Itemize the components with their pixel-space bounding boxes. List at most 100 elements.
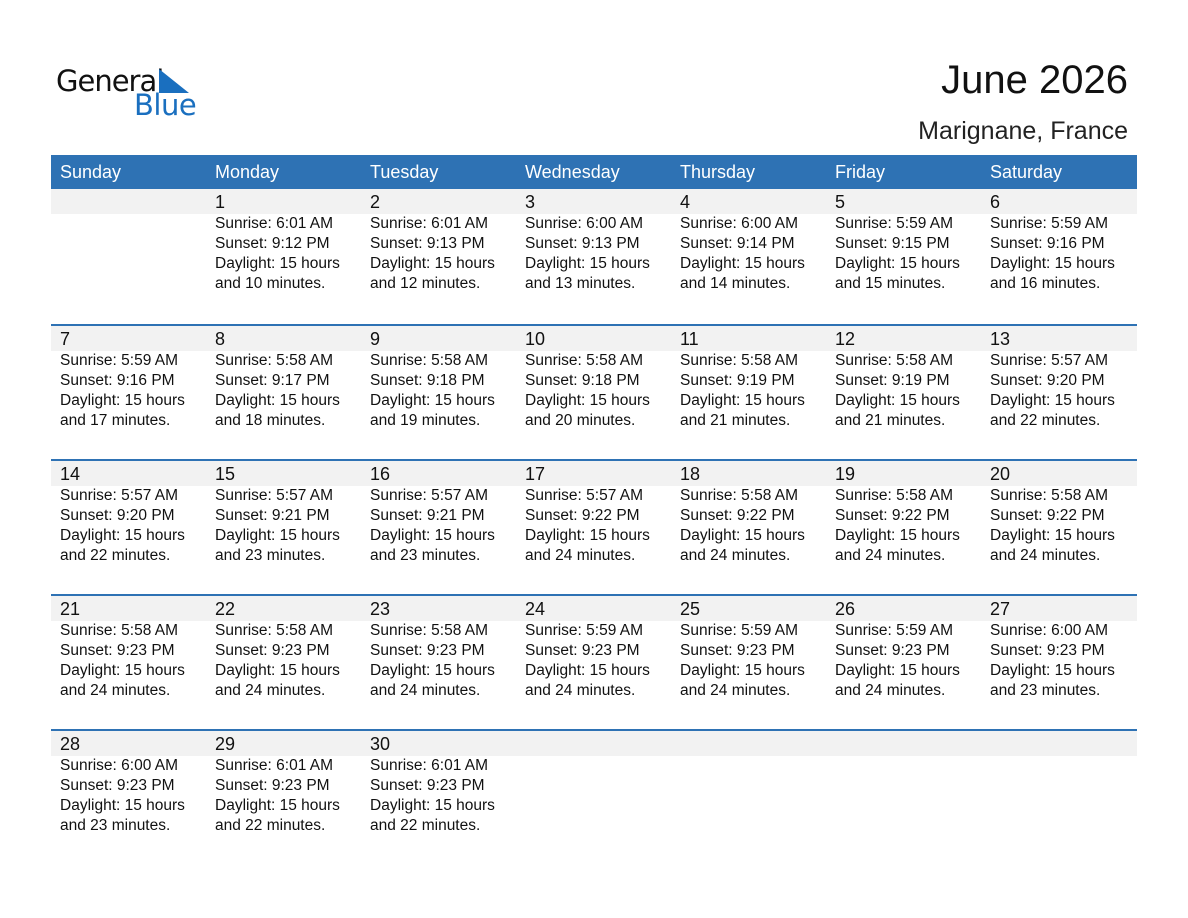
daylight-text: Daylight: 15 hours [835,392,960,409]
day-cell: 3 Sunrise: 6:00 AM Sunset: 9:13 PM Daylight… [516,189,671,294]
minutes-text: and 21 minutes. [680,412,791,429]
empty-cell [981,731,1136,836]
day-number: 2 [370,192,381,212]
sunrise-text: Sunrise: 5:58 AM [680,352,799,369]
day-cell: 12 Sunrise: 5:58 AM Sunset: 9:19 PM Dayligh… [826,326,981,431]
weekday-tuesday: Tuesday [370,162,439,182]
sunset-text: Sunset: 9:14 PM [680,235,795,252]
sunrise-text: Sunrise: 6:00 AM [990,622,1109,639]
minutes-text: and 10 minutes. [215,275,326,292]
sunrise-text: Sunrise: 5:58 AM [215,352,334,369]
daylight-text: Daylight: 15 hours [60,392,185,409]
sunrise-text: Sunrise: 5:59 AM [525,622,644,639]
daylight-text: Daylight: 15 hours [370,392,495,409]
minutes-text: and 14 minutes. [680,275,791,292]
sunrise-text: Sunrise: 5:59 AM [835,622,954,639]
sunrise-text: Sunrise: 5:58 AM [990,487,1109,504]
sunrise-text: Sunrise: 6:01 AM [370,215,489,232]
day-cell: 5 Sunrise: 5:59 AM Sunset: 9:15 PM Daylight… [826,189,981,294]
day-number: 18 [680,464,701,484]
sunset-text: Sunset: 9:22 PM [525,507,640,524]
sunset-text: Sunset: 9:23 PM [835,642,950,659]
minutes-text: and 16 minutes. [990,275,1101,292]
daylight-text: Daylight: 15 hours [215,255,340,272]
sunset-text: Sunset: 9:23 PM [215,642,330,659]
sunrise-text: Sunrise: 5:57 AM [525,487,644,504]
minutes-text: and 20 minutes. [525,412,636,429]
daylight-text: Daylight: 15 hours [60,527,185,544]
sunset-text: Sunset: 9:23 PM [525,642,640,659]
day-number: 7 [60,329,71,349]
daylight-text: Daylight: 15 hours [525,662,650,679]
day-number: 23 [370,599,391,619]
day-number: 25 [680,599,701,619]
sunrise-text: Sunrise: 5:59 AM [990,215,1109,232]
sunrise-text: Sunrise: 6:00 AM [60,757,179,774]
minutes-text: and 24 minutes. [835,682,946,699]
sunset-text: Sunset: 9:15 PM [835,235,950,252]
day-cell: 4 Sunrise: 6:00 AM Sunset: 9:14 PM Daylight… [671,189,826,294]
day-number: 29 [215,734,236,754]
day-number: 16 [370,464,391,484]
day-number: 28 [60,734,81,754]
minutes-text: and 24 minutes. [680,547,791,564]
daylight-text: Daylight: 15 hours [215,797,340,814]
sunset-text: Sunset: 9:19 PM [835,372,950,389]
day-cell: 18 Sunrise: 5:58 AM Sunset: 9:22 PM Dayligh… [671,461,826,566]
sunrise-text: Sunrise: 6:00 AM [680,215,799,232]
week-cells: 7 Sunrise: 5:59 AM Sunset: 9:16 PM Daylight… [51,326,1137,431]
day-cell: 26 Sunrise: 5:59 AM Sunset: 9:23 PM Dayligh… [826,596,981,701]
sunset-text: Sunset: 9:21 PM [215,507,330,524]
day-cell: 16 Sunrise: 5:57 AM Sunset: 9:21 PM Dayligh… [361,461,516,566]
minutes-text: and 23 minutes. [990,682,1101,699]
minutes-text: and 24 minutes. [990,547,1101,564]
day-number: 19 [835,464,856,484]
location-subtitle: Marignane, France [918,117,1128,145]
day-number: 9 [370,329,381,349]
weeks: 1 Sunrise: 6:01 AM Sunset: 9:12 PM Daylight… [51,189,1137,864]
day-cell: 29 Sunrise: 6:01 AM Sunset: 9:23 PM Dayligh… [206,731,361,836]
logo-text-blue: Blue [134,88,197,122]
sunrise-text: Sunrise: 5:57 AM [370,487,489,504]
minutes-text: and 24 minutes. [370,682,481,699]
minutes-text: and 24 minutes. [215,682,326,699]
sunrise-text: Sunrise: 5:58 AM [215,622,334,639]
minutes-text: and 22 minutes. [60,547,171,564]
sunset-text: Sunset: 9:12 PM [215,235,330,252]
minutes-text: and 22 minutes. [990,412,1101,429]
minutes-text: and 24 minutes. [680,682,791,699]
minutes-text: and 23 minutes. [370,547,481,564]
sunrise-text: Sunrise: 5:59 AM [680,622,799,639]
sunrise-text: Sunrise: 5:57 AM [990,352,1109,369]
daylight-text: Daylight: 15 hours [835,255,960,272]
day-number: 1 [215,192,226,212]
calendar-grid: Sunday Monday Tuesday Wednesday Thursday Frid… [51,155,1137,864]
day-cell: 22 Sunrise: 5:58 AM Sunset: 9:23 PM Dayligh… [206,596,361,701]
minutes-text: and 19 minutes. [370,412,481,429]
sunrise-text: Sunrise: 6:00 AM [525,215,644,232]
day-number: 30 [370,734,391,754]
daylight-text: Daylight: 15 hours [525,255,650,272]
sunset-text: Sunset: 9:19 PM [680,372,795,389]
weekday-wednesday: Wednesday [525,162,620,182]
day-number: 15 [215,464,236,484]
minutes-text: and 23 minutes. [215,547,326,564]
day-cell: 14 Sunrise: 5:57 AM Sunset: 9:20 PM Dayligh… [51,461,206,566]
sunset-text: Sunset: 9:22 PM [680,507,795,524]
day-number: 24 [525,599,546,619]
day-cell: 11 Sunrise: 5:58 AM Sunset: 9:19 PM Dayligh… [671,326,826,431]
daylight-text: Daylight: 15 hours [370,797,495,814]
sunrise-text: Sunrise: 5:58 AM [60,622,179,639]
sunset-text: Sunset: 9:18 PM [370,372,485,389]
week-cells: 21 Sunrise: 5:58 AM Sunset: 9:23 PM Dayligh… [51,596,1137,701]
sunrise-text: Sunrise: 6:01 AM [215,215,334,232]
daylight-text: Daylight: 15 hours [680,527,805,544]
weekday-header: Sunday Monday Tuesday Wednesday Thursday Frid… [51,155,1137,189]
day-number: 20 [990,464,1011,484]
daylight-text: Daylight: 15 hours [835,527,960,544]
week-row: 21 Sunrise: 5:58 AM Sunset: 9:23 PM Dayligh… [51,594,1137,729]
sunset-text: Sunset: 9:20 PM [990,372,1105,389]
daylight-text: Daylight: 15 hours [215,527,340,544]
minutes-text: and 24 minutes. [525,547,636,564]
daylight-text: Daylight: 15 hours [990,392,1115,409]
